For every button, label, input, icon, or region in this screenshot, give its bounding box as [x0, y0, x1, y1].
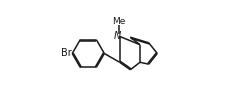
Text: N: N: [114, 31, 121, 41]
Text: Br: Br: [61, 48, 71, 59]
Text: Me: Me: [112, 17, 125, 26]
